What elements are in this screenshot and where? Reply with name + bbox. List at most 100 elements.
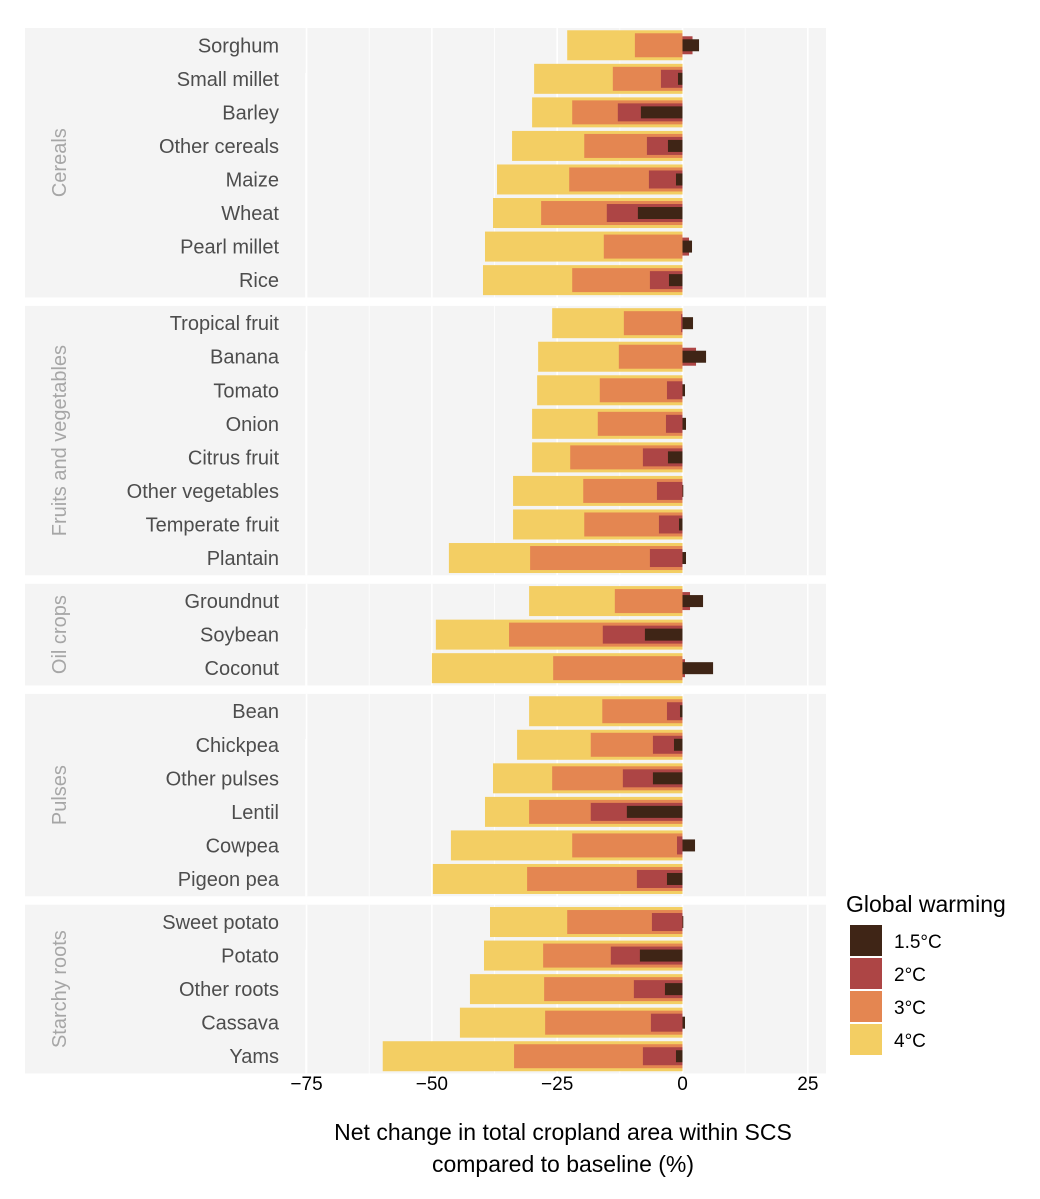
crop-label: Soybean	[200, 625, 279, 647]
bar-w2-maize	[648, 170, 683, 189]
bar-w15-pearl-millet	[682, 240, 693, 253]
bar-w15-plantain	[682, 552, 687, 565]
facet-panel-fruits-and-vegetables: Fruits and vegetables Tropical fruit Banan…	[25, 305, 826, 576]
bar-w15-pigeon-pea	[666, 872, 683, 885]
crop-label: Onion	[226, 414, 279, 436]
crop-label: Chickpea	[196, 735, 280, 757]
x-axis-title-line-1: Net change in total cropland area within…	[334, 1119, 792, 1145]
facet-label: Fruits and vegetables	[49, 345, 71, 536]
crop-row-barley: Barley	[222, 97, 683, 128]
bar-w15-rice	[668, 274, 683, 287]
bar-w2-onion	[665, 414, 683, 433]
crop-label: Bean	[232, 701, 279, 723]
crop-label: Temperate fruit	[146, 514, 280, 536]
crop-row-tomato: Tomato	[213, 375, 686, 406]
crop-row-other-cereals: Other cereals	[159, 130, 683, 161]
crop-label: Potato	[221, 946, 279, 968]
crop-row-tropical-fruit: Tropical fruit	[170, 308, 694, 339]
panel-background	[25, 28, 826, 298]
bar-w2-cowpea	[676, 836, 683, 855]
panel-background	[25, 693, 826, 897]
bar-w15-yams	[675, 1050, 683, 1063]
facet-panel-oil-crops: Oil crops Groundnut Soybean Coconut	[25, 583, 826, 686]
bar-w2-plantain	[649, 549, 683, 568]
bar-w15-citrus-fruit	[667, 451, 683, 464]
crop-label: Wheat	[221, 203, 279, 225]
bar-w3-tropical-fruit	[623, 311, 683, 336]
facet-label: Pulses	[49, 765, 71, 825]
bar-w3-pearl-millet	[603, 234, 683, 259]
bar-w15-other-cereals	[667, 139, 683, 152]
crop-label: Other vegetables	[127, 481, 279, 503]
bar-w15-cowpea	[682, 839, 696, 852]
facet-label: Oil crops	[49, 595, 71, 674]
crop-row-chickpea: Chickpea	[196, 729, 683, 760]
bar-w15-lentil	[626, 805, 683, 818]
bar-w15-sweet-potato	[682, 916, 684, 929]
bar-w15-bean	[679, 705, 683, 718]
bar-w2-small-millet	[660, 69, 683, 88]
facet-panel-pulses: Pulses Bean Chickpea Other pulses Lentil Cowp…	[25, 693, 826, 897]
crop-label: Pigeon pea	[178, 869, 280, 891]
bar-w15-wheat	[637, 207, 683, 220]
crop-row-other-pulses: Other pulses	[166, 763, 683, 794]
crop-row-lentil: Lentil	[231, 796, 683, 827]
crop-label: Cowpea	[206, 835, 280, 857]
bar-w3-sorghum	[634, 33, 683, 58]
bar-w15-groundnut	[682, 595, 704, 608]
crop-label: Banana	[210, 347, 280, 369]
legend-swatch-w4	[850, 1024, 882, 1055]
crop-row-other-roots: Other roots	[179, 974, 683, 1005]
bar-w15-barley	[640, 106, 683, 119]
crop-label: Other cereals	[159, 136, 279, 158]
crop-label: Sweet potato	[162, 912, 279, 934]
bar-w3-cowpea	[572, 833, 683, 858]
bar-w15-chickpea	[673, 738, 683, 751]
crop-row-wheat: Wheat	[221, 198, 683, 229]
crop-row-small-millet: Small millet	[177, 63, 683, 94]
crop-label: Other pulses	[166, 768, 279, 790]
legend-label-w4: 4°C	[894, 1031, 926, 1052]
bar-w15-tropical-fruit	[682, 317, 694, 330]
crop-row-coconut: Coconut	[205, 653, 714, 684]
crop-row-plantain: Plantain	[207, 543, 687, 574]
crop-label: Tomato	[213, 380, 279, 402]
x-tick-label: 0	[677, 1074, 688, 1095]
crop-label: Pearl millet	[180, 237, 279, 259]
crop-row-potato: Potato	[221, 940, 683, 971]
crop-row-sweet-potato: Sweet potato	[162, 907, 684, 938]
legend-swatch-w3	[850, 991, 882, 1022]
bar-w3-coconut	[553, 656, 683, 681]
bar-w3-groundnut	[614, 589, 683, 614]
crop-label: Cassava	[201, 1013, 280, 1035]
bar-w2-cassava	[650, 1013, 683, 1032]
crop-row-pearl-millet: Pearl millet	[180, 231, 693, 262]
legend-swatch-w2	[850, 958, 882, 989]
crop-label: Yams	[229, 1046, 279, 1068]
facet-panel-cereals: Cereals Sorghum Small millet Barley Other ce…	[25, 28, 826, 298]
crop-label: Lentil	[231, 802, 279, 824]
facet-label: Cereals	[49, 128, 71, 197]
crop-row-soybean: Soybean	[200, 619, 683, 650]
bar-w2-bean	[666, 702, 683, 721]
crop-row-bean: Bean	[232, 696, 683, 727]
crop-label: Maize	[226, 169, 279, 191]
bar-w2-temperate-fruit	[658, 515, 683, 534]
bar-w2-tropical-fruit	[680, 314, 683, 333]
bar-w2-yams	[642, 1047, 683, 1066]
crop-row-cowpea: Cowpea	[206, 830, 696, 861]
crop-label: Tropical fruit	[170, 313, 280, 335]
facet-panels: Cereals Sorghum Small millet Barley Other ce…	[25, 28, 826, 1074]
facet-panel-starchy-roots: Starchy roots Sweet potato Potato Other roo…	[25, 904, 826, 1074]
bar-w15-onion	[682, 417, 687, 430]
bar-w15-sorghum	[682, 39, 700, 52]
crop-row-cassava: Cassava	[201, 1007, 686, 1038]
crop-label: Sorghum	[198, 35, 279, 57]
bar-w15-cassava	[682, 1016, 686, 1029]
x-tick-label: −75	[290, 1074, 322, 1095]
crop-label: Coconut	[205, 658, 280, 680]
bar-w15-other-pulses	[652, 772, 683, 785]
crop-row-citrus-fruit: Citrus fruit	[188, 442, 683, 473]
crop-label: Rice	[239, 270, 279, 292]
